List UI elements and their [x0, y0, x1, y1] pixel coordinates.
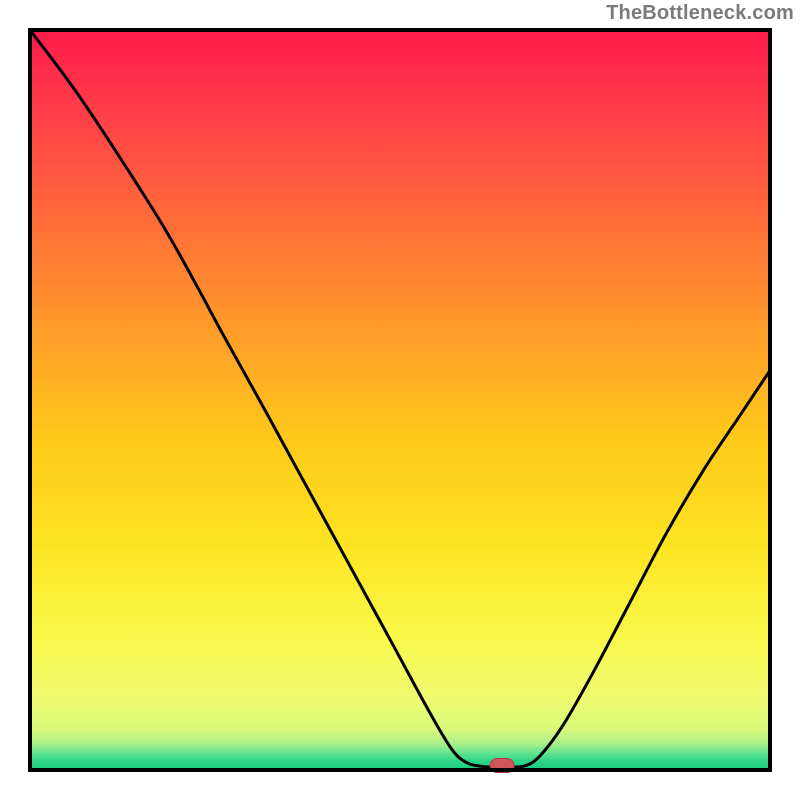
- watermark-text: TheBottleneck.com: [606, 2, 794, 25]
- bottleneck-chart: [0, 0, 800, 800]
